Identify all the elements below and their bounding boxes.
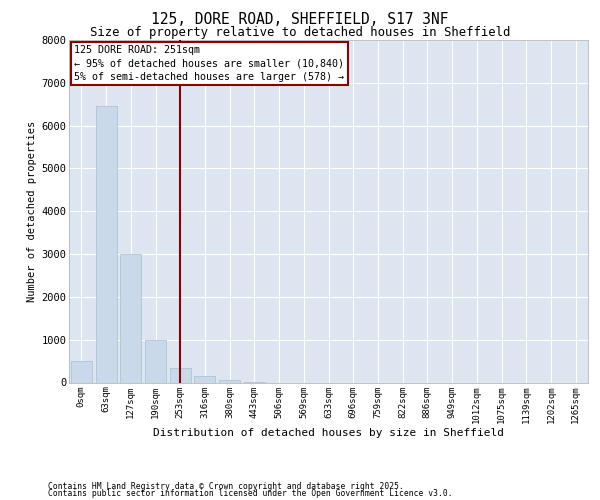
Text: Contains HM Land Registry data © Crown copyright and database right 2025.: Contains HM Land Registry data © Crown c… xyxy=(48,482,404,491)
Bar xyxy=(194,376,215,382)
Text: 125, DORE ROAD, SHEFFIELD, S17 3NF: 125, DORE ROAD, SHEFFIELD, S17 3NF xyxy=(151,12,449,28)
Text: 125 DORE ROAD: 251sqm
← 95% of detached houses are smaller (10,840)
5% of semi-d: 125 DORE ROAD: 251sqm ← 95% of detached … xyxy=(74,45,344,82)
Bar xyxy=(120,254,141,382)
Text: Contains public sector information licensed under the Open Government Licence v3: Contains public sector information licen… xyxy=(48,489,452,498)
Bar xyxy=(170,368,191,382)
X-axis label: Distribution of detached houses by size in Sheffield: Distribution of detached houses by size … xyxy=(153,428,504,438)
Text: Size of property relative to detached houses in Sheffield: Size of property relative to detached ho… xyxy=(90,26,510,39)
Bar xyxy=(219,380,240,382)
Bar xyxy=(71,361,92,382)
Bar xyxy=(95,106,116,382)
Y-axis label: Number of detached properties: Number of detached properties xyxy=(27,120,37,302)
Bar xyxy=(145,340,166,382)
